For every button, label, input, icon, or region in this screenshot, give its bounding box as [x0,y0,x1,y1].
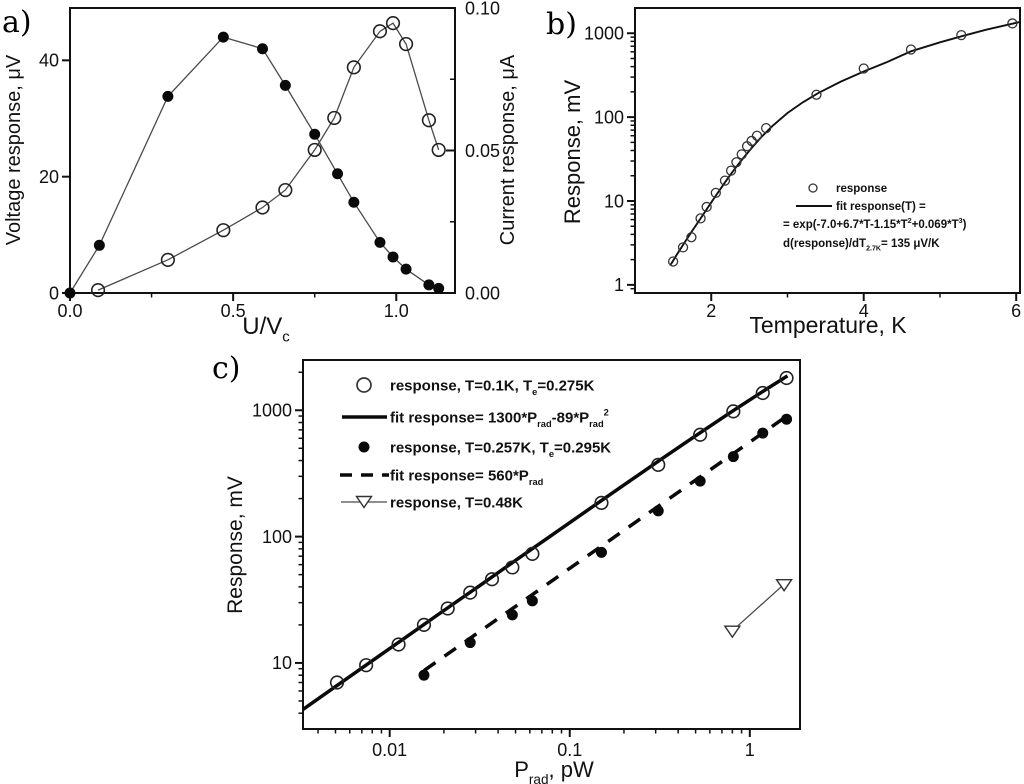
svg-text:Current response, μA: Current response, μA [497,54,519,245]
svg-text:1000: 1000 [584,24,624,44]
svg-text:response, T=0.257K, Te=0.295K: response, T=0.257K, Te=0.295K [390,439,611,459]
svg-text:fit response(T) =: fit response(T) = [836,201,926,213]
svg-text:Response, mV: Response, mV [560,80,585,225]
svg-text:Prad, pW: Prad, pW [514,757,594,784]
svg-text:20: 20 [39,167,59,187]
svg-text:0.01: 0.01 [372,740,407,760]
svg-text:response, T=0.1K, Te=0.275K: response, T=0.1K, Te=0.275K [390,377,595,397]
svg-text:0.00: 0.00 [465,283,500,303]
svg-text:1: 1 [745,740,755,760]
svg-text:2: 2 [706,301,716,321]
panel-c-label: c) [212,351,241,386]
svg-text:d(response)/dT2.7K= 135 μV/K: d(response)/dT2.7K= 135 μV/K [783,238,940,253]
svg-text:0.0: 0.0 [57,301,82,321]
svg-text:1.0: 1.0 [384,301,409,321]
svg-text:0: 0 [49,283,59,303]
svg-text:6: 6 [1011,301,1021,321]
svg-text:100: 100 [594,107,624,127]
svg-text:0.5: 0.5 [221,301,246,321]
svg-text:Temperature, K: Temperature, K [749,312,907,338]
svg-text:U/Vc: U/Vc [242,313,290,345]
svg-text:100: 100 [262,527,292,547]
svg-text:Voltage response, μV: Voltage response, μV [3,54,25,245]
svg-text:1: 1 [614,275,624,295]
panel-a-label: a) [2,5,32,40]
svg-text:40: 40 [39,51,59,71]
panel-a-chart-voltage-current-vs-bias: 0.0 0.5 1.0 0 20 40 0.00 0.05 0.10 Voltage respon… [3,0,519,345]
svg-text:0.1: 0.1 [557,740,582,760]
svg-text:1000: 1000 [252,401,292,421]
panel-b-label: b) [546,7,577,42]
svg-text:10: 10 [272,653,292,673]
svg-text:response: response [836,183,887,195]
panel-b-chart-response-vs-temperature: 2 4 6 1 10 100 1000 Response, mV Temperature, K r… [560,7,1021,338]
svg-text:10: 10 [604,191,624,211]
svg-text:4: 4 [859,301,869,321]
svg-text:= exp(-7.0+6.7*T-1.15*T2+0.069: = exp(-7.0+6.7*T-1.15*T2+0.069*T3) [783,217,967,231]
svg-text:response, T=0.48K: response, T=0.48K [390,494,523,511]
svg-text:Response, mV: Response, mV [224,476,247,614]
svg-text:0.10: 0.10 [465,0,500,18]
svg-text:0.05: 0.05 [465,141,500,161]
svg-text:fit response= 560*Prad: fit response= 560*Prad [390,467,544,487]
svg-text:fit response= 1300*Prad-89*Pra: fit response= 1300*Prad-89*Prad2 [390,408,609,430]
panel-c-chart-response-vs-power: 0.01 0.1 1 10 100 1000 Response, mV Prad, pW res… [224,359,801,784]
